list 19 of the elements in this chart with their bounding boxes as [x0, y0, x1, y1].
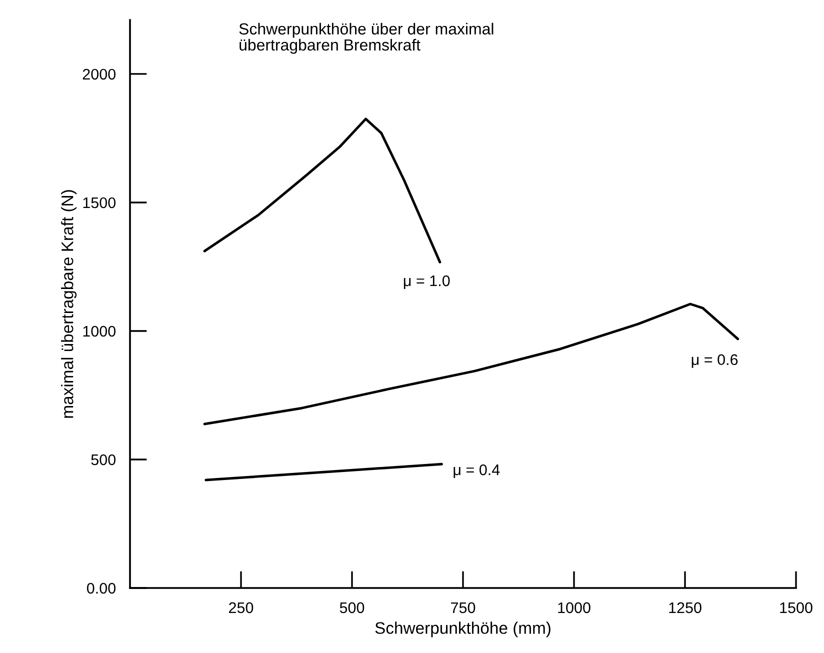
x-tick-label: 1250 [669, 602, 702, 614]
y-axis-title: maximal übertragbare Kraft (N) [61, 190, 77, 418]
y-tick-label: 0.00 [86, 582, 116, 594]
x-tick-label: 500 [340, 602, 364, 614]
x-tick-label: 1500 [780, 602, 812, 614]
y-tick-label: 1500 [83, 197, 116, 208]
series-label: μ = 0.4 [454, 464, 500, 478]
text: Schwerpunkthöhe über der maximal übertragbaren Bremskraft [239, 22, 494, 54]
y-tick-label: 2000 [82, 68, 116, 80]
y-tick-label: 500 [91, 454, 116, 466]
x-tick-label: 250 [229, 602, 254, 614]
x-tick-label: 1000 [558, 602, 590, 614]
series-label: μ = 0.6 [692, 354, 738, 368]
line-series [203, 302, 740, 426]
series-label: μ = 1.0 [404, 275, 450, 289]
x-tick-label: 750 [451, 602, 476, 614]
y-tick-label: 1000 [83, 326, 116, 337]
x-axis-title: Schwerpunkthöhe (mm) [375, 622, 550, 638]
line-series [203, 118, 442, 264]
